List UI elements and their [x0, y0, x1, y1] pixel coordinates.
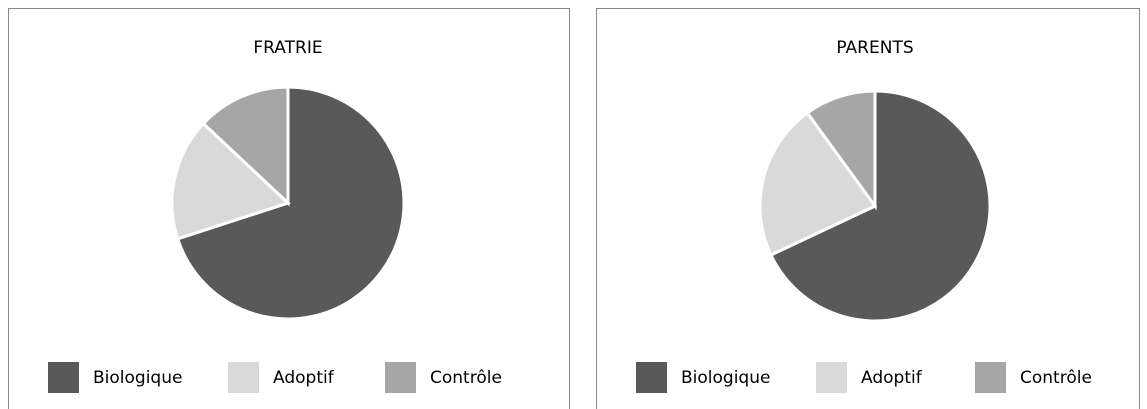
- pie-slice: [175, 85, 406, 321]
- legend-label: Adoptif: [273, 368, 335, 388]
- legend-label: Biologique: [93, 368, 182, 388]
- chart-title: PARENTS: [836, 38, 913, 58]
- pie-slice: [768, 89, 992, 323]
- legend-swatch: [816, 362, 847, 393]
- legend-swatch: [975, 362, 1006, 393]
- chart-title: FRATRIE: [253, 38, 322, 58]
- legend-label: Contrôle: [430, 368, 502, 388]
- legend-swatch: [385, 362, 416, 393]
- panel-frame: [8, 8, 570, 409]
- panel-frame: [596, 8, 1140, 409]
- pie-slice: [758, 110, 878, 257]
- pie-slice: [805, 89, 877, 211]
- legend-swatch: [636, 362, 667, 393]
- pie-slice: [201, 85, 290, 207]
- pie-slice: [170, 121, 291, 241]
- legend-label: Contrôle: [1020, 368, 1092, 388]
- legend-label: Adoptif: [861, 368, 923, 388]
- legend-label: Biologique: [681, 368, 770, 388]
- legend-swatch: [48, 362, 79, 393]
- legend-swatch: [228, 362, 259, 393]
